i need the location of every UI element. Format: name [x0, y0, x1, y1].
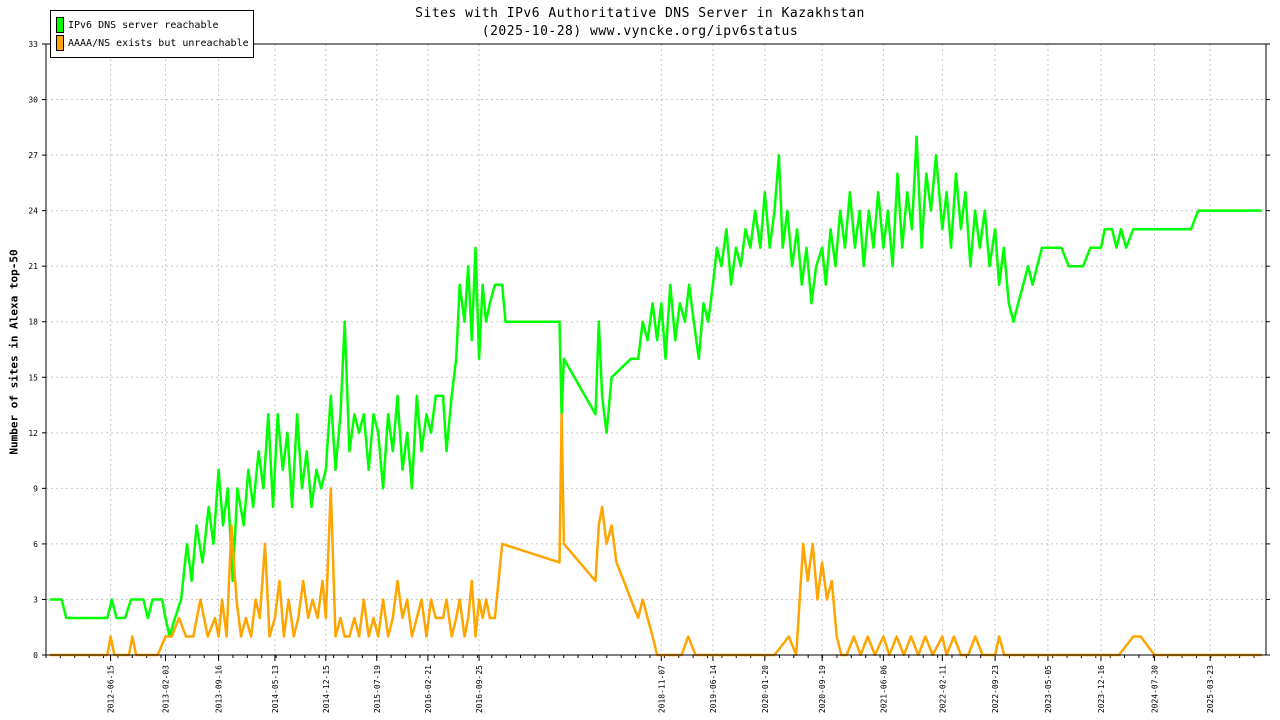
y-tick-label: 30: [28, 96, 38, 105]
x-tick-label: 2016-09-25: [475, 665, 484, 713]
y-tick-label: 3: [33, 595, 38, 604]
x-tick-label: 2018-11-07: [657, 665, 666, 713]
legend-item-reachable: IPv6 DNS server reachable: [56, 17, 219, 33]
x-tick-label: 2023-05-05: [1044, 665, 1053, 713]
x-tick-label: 2016-02-21: [424, 665, 433, 713]
x-axis-ticks: 2012-06-15 2013-02-03 2013-09-16 2014-05-13…: [45, 655, 1255, 713]
legend-label: AAAA/NS exists but unreachable: [68, 37, 249, 49]
x-tick-label: 2022-09-23: [991, 665, 1000, 713]
x-tick-label: 2020-01-20: [761, 665, 770, 713]
legend-swatch-green: [56, 17, 64, 33]
x-tick-label: 2013-09-16: [215, 665, 224, 713]
x-tick-label: 2023-12-16: [1097, 665, 1106, 713]
x-tick-label: 2014-12-15: [322, 665, 331, 713]
chart-subtitle: (2025-10-28) www.vyncke.org/ipv6status: [481, 24, 799, 39]
x-tick-label: 2022-02-11: [938, 665, 947, 713]
legend-item-unreachable: AAAA/NS exists but unreachable: [56, 35, 249, 51]
y-tick-label: 33: [28, 40, 38, 49]
y-tick-label: 21: [28, 262, 38, 271]
legend: IPv6 DNS server reachable AAAA/NS exists…: [50, 10, 254, 58]
legend-swatch-orange: [56, 35, 64, 51]
x-tick-label: 2024-07-30: [1150, 665, 1159, 713]
y-tick-label: 0: [33, 651, 38, 660]
grid-lines: [46, 44, 1266, 655]
series-line-reachable: [49, 135, 1262, 638]
y-tick-label: 12: [28, 429, 38, 438]
y-tick-label: 9: [33, 484, 38, 493]
x-tick-label: 2014-05-13: [271, 665, 280, 713]
plot-frame: [45, 43, 1267, 656]
y-tick-label: 24: [28, 207, 38, 216]
x-tick-label: 2025-03-23: [1206, 665, 1215, 713]
series-line-unreachable: [49, 413, 1262, 657]
x-tick-label: 2021-06-06: [879, 665, 888, 713]
y-axis-ticks: 0 3 6 9 12 15 18 21 24 27 30 33: [28, 40, 1270, 660]
legend-label: IPv6 DNS server reachable: [68, 19, 219, 31]
y-tick-label: 27: [28, 151, 38, 160]
x-tick-label: 2019-06-14: [709, 665, 718, 713]
y-tick-label: 6: [33, 540, 38, 549]
x-tick-label: 2015-07-19: [373, 665, 382, 713]
chart-title: Sites with IPv6 Authoritative DNS Server…: [415, 6, 865, 21]
y-tick-label: 18: [28, 318, 38, 327]
x-tick-label: 2020-09-19: [818, 665, 827, 713]
y-tick-label: 15: [28, 373, 38, 382]
x-tick-label: 2013-02-03: [162, 665, 171, 713]
x-tick-label: 2012-06-15: [107, 665, 116, 713]
series-group: [49, 135, 1262, 657]
